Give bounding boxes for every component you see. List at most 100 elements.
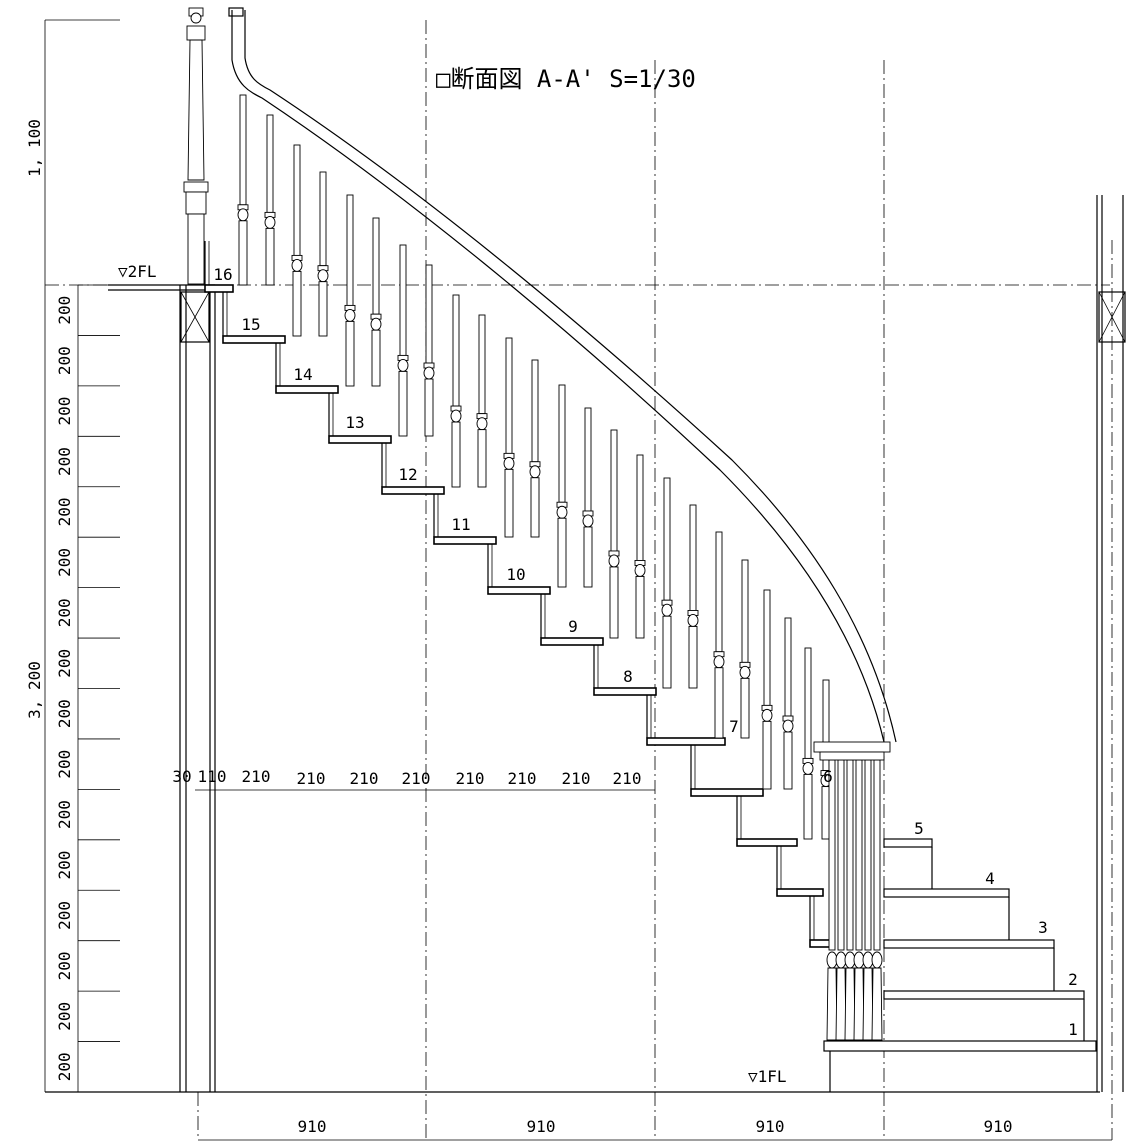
baluster [476, 314, 488, 488]
tread [381, 486, 445, 495]
tread [433, 536, 497, 545]
baluster [661, 477, 673, 689]
newel-baluster [844, 759, 856, 1041]
step-label: 10 [506, 565, 525, 584]
tread [809, 939, 831, 948]
tread [736, 838, 798, 847]
riser-dim: 200 [55, 649, 74, 678]
riser-dim: 200 [55, 498, 74, 527]
center-lines [45, 20, 1113, 1140]
baluster [450, 294, 462, 488]
baluster [739, 559, 751, 739]
tread-dim-30: 30 [172, 767, 191, 786]
span-dim-3: 910 [756, 1117, 785, 1136]
step-label: 12 [398, 465, 417, 484]
newel-baluster [835, 759, 847, 1041]
step-label: 4 [985, 869, 995, 888]
lower-tread [823, 1040, 1097, 1052]
step-label: 9 [568, 617, 578, 636]
upper-newel-post [183, 7, 209, 285]
baluster [761, 589, 773, 790]
riser-dim: 200 [55, 951, 74, 980]
newel-baluster [862, 759, 874, 1041]
tread [275, 385, 339, 394]
span-dim-2: 910 [527, 1117, 556, 1136]
riser-dim: 200 [55, 699, 74, 728]
step-label: 2 [1068, 970, 1078, 989]
riser-dim: 200 [55, 296, 74, 325]
baluster [423, 264, 435, 437]
step-label: 15 [241, 315, 260, 334]
tread [776, 888, 824, 897]
lower-steps [823, 838, 1097, 1092]
tread-dim-210-1: 210 [242, 767, 271, 786]
tread [222, 335, 286, 344]
tread [540, 637, 604, 646]
tread-dim-210-5: 210 [456, 769, 485, 788]
tread [593, 687, 657, 696]
baluster [802, 647, 814, 840]
tread [487, 586, 551, 595]
level-1fl-label: ▽1FL [748, 1067, 787, 1086]
tread-dim-210-7: 210 [562, 769, 591, 788]
newel-baluster [871, 759, 883, 1041]
riser-dim: 200 [55, 750, 74, 779]
newel-baluster [853, 759, 865, 1041]
tread [204, 284, 234, 293]
riser-dim: 200 [55, 851, 74, 880]
riser-dim: 200 [55, 598, 74, 627]
baluster [291, 144, 303, 337]
baluster [317, 171, 329, 337]
tread-dimension-line: 30 110 210 210 210 210 210 210 210 210 [172, 767, 655, 791]
baluster [687, 504, 699, 689]
tread [646, 737, 726, 746]
lower-newel-post [813, 741, 891, 761]
riser-dim: 200 [55, 548, 74, 577]
handrail-height-dim: 1, 100 [25, 119, 44, 177]
floor-structure [44, 19, 1126, 1093]
riser-dim: 200 [55, 397, 74, 426]
lower-tread [883, 990, 1085, 1000]
riser-dim: 200 [55, 800, 74, 829]
riser-dim: 200 [55, 1002, 74, 1031]
step-label: 16 [213, 265, 232, 284]
step-label: 1 [1068, 1020, 1078, 1039]
stair-treads [204, 284, 831, 948]
baluster [582, 407, 594, 588]
level-2fl-label: ▽2FL [118, 262, 157, 281]
total-rise-dim: 3, 200 [25, 661, 44, 719]
tread-dim-210-4: 210 [402, 769, 431, 788]
drawing-title: □断面図 A-A' S=1/30 [436, 65, 696, 93]
baluster [503, 337, 515, 538]
baluster [713, 531, 725, 739]
tread-dim-210-8: 210 [613, 769, 642, 788]
tread-dim-210-2: 210 [297, 769, 326, 788]
baluster [397, 244, 409, 437]
stair-stringer [204, 241, 815, 940]
step-label: 13 [345, 413, 364, 432]
tread-dim-210-6: 210 [508, 769, 537, 788]
riser-dimensions: 200 200 200 200 200 200 200 200 200 200 200 200 200 2… [55, 284, 120, 1093]
step-label: 5 [914, 819, 924, 838]
step-label: 6 [823, 767, 833, 786]
baluster [370, 217, 382, 387]
riser-dim: 200 [55, 901, 74, 930]
baluster [782, 617, 794, 790]
baluster [344, 194, 356, 387]
riser-dim: 200 [55, 346, 74, 375]
step-label: 14 [293, 365, 312, 384]
step-label: 3 [1038, 918, 1048, 937]
baluster [529, 359, 541, 538]
baluster [634, 454, 646, 639]
step-label: 11 [451, 515, 470, 534]
tread [328, 435, 392, 444]
step-label: 7 [729, 717, 739, 736]
span-dim-4: 910 [984, 1117, 1013, 1136]
tread-dim-210-3: 210 [350, 769, 379, 788]
step-label: 8 [623, 667, 633, 686]
lower-tread [883, 888, 1010, 898]
lower-tread [883, 939, 1055, 949]
handrail [228, 7, 897, 743]
